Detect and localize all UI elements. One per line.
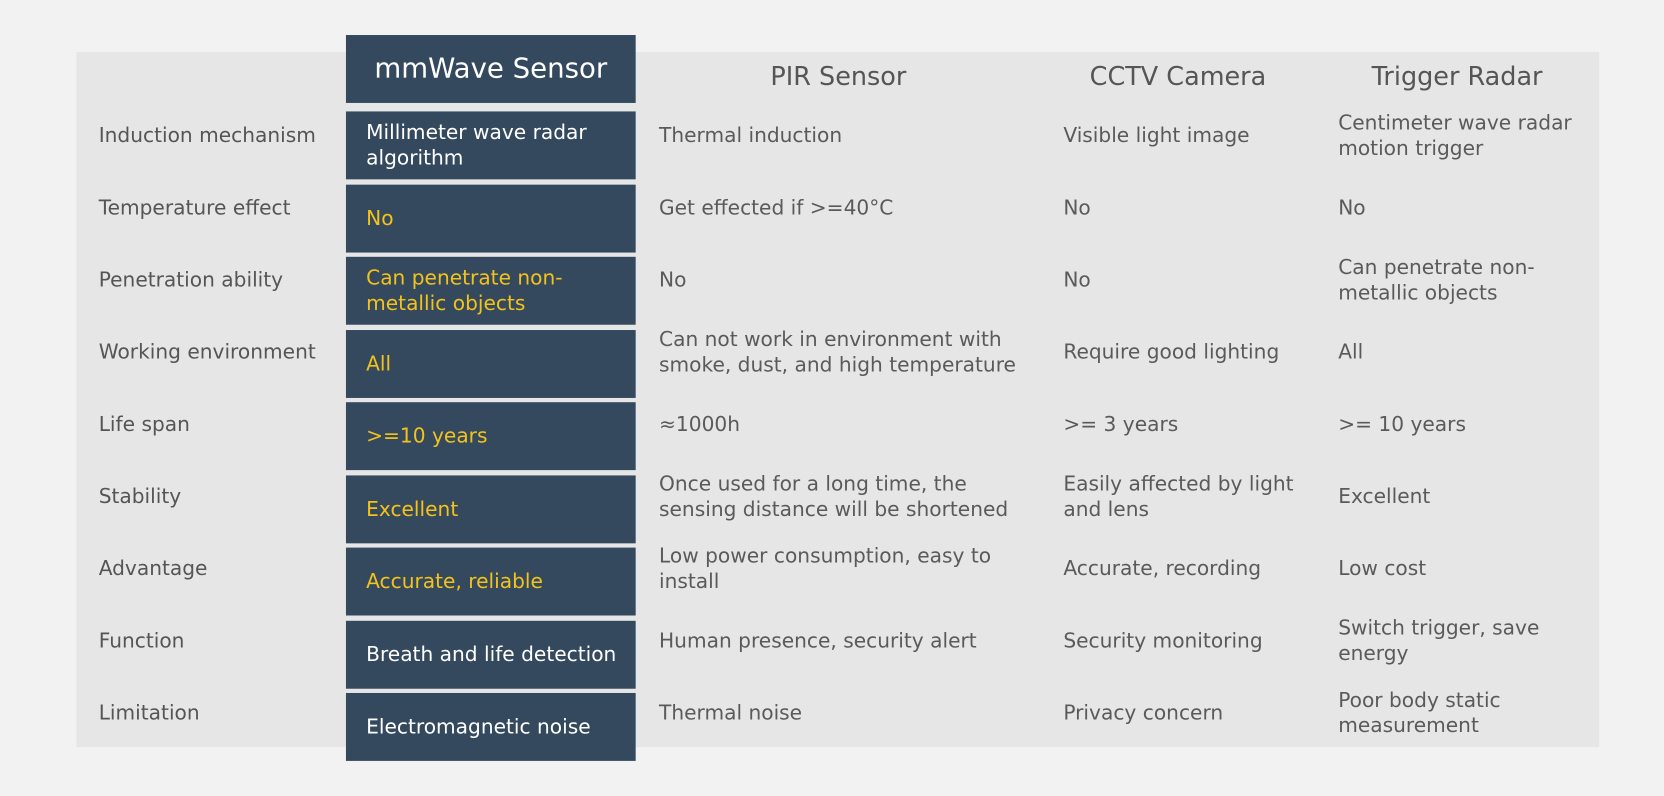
row-label: Limitation bbox=[98, 701, 200, 725]
row-label: Induction mechanism bbox=[98, 124, 316, 148]
highlight-cell: >=10 years bbox=[345, 402, 636, 471]
table-cell: Poor body static measurement bbox=[1338, 688, 1501, 738]
table-cell: Once used for a long time, the sensing d… bbox=[659, 472, 1009, 522]
table-cell: Accurate, recording bbox=[1063, 557, 1262, 581]
highlight-cell: Accurate, reliable bbox=[345, 547, 636, 616]
highlight-cell: Millimeter wave radar algorithm bbox=[345, 111, 636, 180]
table-cell: Can not work in environment with smoke, … bbox=[659, 327, 1016, 377]
table-cell: >= 3 years bbox=[1063, 412, 1179, 437]
table-cell: Privacy concern bbox=[1063, 701, 1224, 725]
table-cell: No bbox=[659, 268, 687, 292]
table-background bbox=[76, 51, 1600, 748]
table-cell: Excellent bbox=[1338, 484, 1431, 509]
row-label: Penetration ability bbox=[98, 268, 284, 292]
column-header: Trigger Radar bbox=[1371, 61, 1543, 91]
column-header: mmWave Sensor bbox=[345, 35, 636, 103]
row-label: Function bbox=[98, 629, 185, 653]
row-label: Temperature effect bbox=[98, 196, 291, 220]
row-label: Life span bbox=[98, 412, 190, 437]
row-label: Working environment bbox=[98, 340, 316, 364]
table-cell: No bbox=[1338, 196, 1366, 220]
column-header: CCTV Camera bbox=[1089, 61, 1267, 91]
table-cell: ≈1000h bbox=[659, 412, 741, 437]
table-cell: Require good lighting bbox=[1063, 340, 1280, 364]
highlight-cell: No bbox=[345, 184, 636, 253]
highlight-cell: Can penetrate non-metallic objects bbox=[345, 256, 636, 325]
highlight-cell: All bbox=[345, 329, 636, 398]
table-cell: >= 10 years bbox=[1338, 412, 1466, 437]
table-cell: All bbox=[1338, 340, 1364, 364]
table-cell: Human presence, security alert bbox=[659, 629, 977, 653]
table-cell: Visible light image bbox=[1063, 124, 1250, 148]
table-cell: No bbox=[1063, 196, 1091, 220]
table-cell: Low power consumption, easy to install bbox=[659, 544, 992, 594]
table-cell: Easily affected by light and lens bbox=[1063, 472, 1294, 522]
column-header: PIR Sensor bbox=[770, 61, 907, 91]
row-label: Advantage bbox=[98, 557, 208, 581]
row-label: Stability bbox=[98, 484, 182, 509]
table-cell: Thermal induction bbox=[659, 124, 843, 148]
highlight-cell: Excellent bbox=[345, 474, 636, 543]
table-cell: Thermal noise bbox=[659, 701, 803, 725]
table-cell: Centimeter wave radar motion trigger bbox=[1338, 111, 1572, 161]
table-cell: Switch trigger, save energy bbox=[1338, 616, 1540, 666]
table-cell: Can penetrate non-metallic objects bbox=[1338, 255, 1535, 305]
table-cell: No bbox=[1063, 268, 1091, 292]
highlight-cell: Electromagnetic noise bbox=[345, 692, 636, 761]
table-cell: Get effected if >=40°C bbox=[659, 196, 894, 220]
table-cell: Low cost bbox=[1338, 557, 1427, 581]
table-cell: Security monitoring bbox=[1063, 629, 1263, 653]
highlight-cell: Breath and life detection bbox=[345, 620, 636, 689]
